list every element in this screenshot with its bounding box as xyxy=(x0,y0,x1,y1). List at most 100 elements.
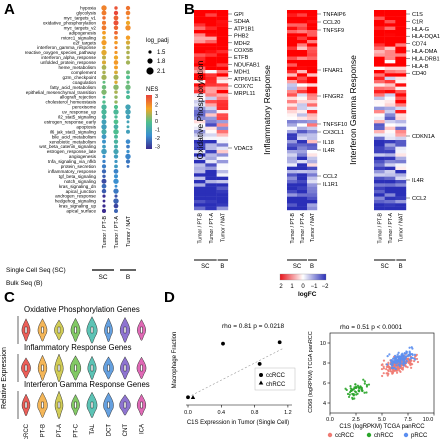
gene-label-vdac3: VDAC3 xyxy=(234,146,253,152)
heat-cell xyxy=(216,130,229,134)
heat-cell xyxy=(307,193,318,197)
heat-cell xyxy=(205,186,217,191)
d2-point-prcc xyxy=(389,359,392,362)
d2-y-tick-label-1: 6 xyxy=(323,381,326,387)
pathway-label-oxidative-phosphorylation: oxidative_phosphorylation xyxy=(43,20,97,25)
heat-cell xyxy=(374,13,385,17)
pathway-label-cholesterol-homeostasis: cholesterol_homeostasis xyxy=(45,100,96,105)
dot-complement-col1 xyxy=(114,70,118,75)
d2-legend-chrcc-marker xyxy=(366,432,372,438)
dot-mtorc1-signaling-col2 xyxy=(125,35,131,40)
heat-cell xyxy=(384,200,396,204)
gene-label-cox5b: COX5B xyxy=(234,48,253,54)
heat-cell xyxy=(205,110,217,114)
dot-interferon-alpha-response-col1 xyxy=(113,55,119,60)
d1-x-ticks: 0.0 0.4 0.8 1.2 xyxy=(184,405,292,416)
heat-cell xyxy=(307,150,318,154)
heat-cell xyxy=(384,53,396,57)
violin-box xyxy=(41,401,44,409)
heat-cell xyxy=(297,123,308,127)
heatmap-group-sc: SC xyxy=(380,264,389,270)
heat-cell xyxy=(395,123,407,127)
heat-cell xyxy=(307,83,318,87)
heat-cell xyxy=(205,50,217,54)
pathway-label-apical-surface: apical_surface xyxy=(66,209,96,214)
dot-apoptosis-col1 xyxy=(113,124,119,130)
heat-cell xyxy=(384,150,396,154)
heat-cell xyxy=(205,90,217,94)
d2-legend-chrcc: chRCC xyxy=(374,433,394,439)
heat-cell xyxy=(374,203,385,207)
gene-label-c1r: C1R xyxy=(412,19,423,25)
d1-x-tick-label-1: 0.4 xyxy=(217,410,225,416)
d2-point-ccrcc xyxy=(406,366,409,369)
dot-hypoxia-col2 xyxy=(125,5,131,11)
heat-cell xyxy=(384,156,396,161)
heat-cell xyxy=(307,43,318,47)
violin-box xyxy=(24,326,28,334)
dot-allograft-rejection-col1 xyxy=(114,95,118,99)
heat-cell xyxy=(287,96,298,101)
heat-cell xyxy=(216,146,229,151)
heat-cell xyxy=(297,90,308,94)
heat-cell xyxy=(216,63,229,67)
heat-cell xyxy=(287,43,298,47)
d2-point-ccrcc xyxy=(382,359,386,362)
heat-cell xyxy=(307,53,318,57)
pathway-label-myc-targets-v2: myc_targets_v2 xyxy=(64,25,97,30)
heat-cell xyxy=(194,126,206,131)
heat-cell xyxy=(297,156,308,161)
heat-cell xyxy=(374,200,385,204)
heat-cell xyxy=(194,120,206,124)
violin-box xyxy=(123,364,127,372)
d2-ticks: 0.0 2.5 5.0 7.5 10.0 4 6 8 10 xyxy=(320,341,435,423)
heat-cell xyxy=(216,50,229,54)
heat-cell xyxy=(297,190,308,194)
gene-label-il4r: IL4R xyxy=(323,148,335,154)
heat-cell xyxy=(287,76,298,81)
heatmap-col-label-tumor-pt-a: Tumor / PT-A xyxy=(388,212,394,243)
d2-point-ccrcc xyxy=(392,370,395,373)
logfc-title: logFC xyxy=(298,291,317,298)
heat-cell xyxy=(395,110,407,114)
d2-point-prcc xyxy=(408,351,411,354)
gene-label-il18: IL18 xyxy=(323,140,334,146)
dot-bile-acid-metabolism-col1 xyxy=(114,134,118,139)
heat-cell xyxy=(395,150,407,154)
panel-d-scatter-right: rho = 0.51 p < 0.0001 CD68 (logRPKM) TCG… xyxy=(308,324,435,439)
heat-cell xyxy=(287,73,298,77)
heat-cell xyxy=(297,30,308,34)
heatmap-group-b: B xyxy=(310,264,314,270)
heat-cell xyxy=(307,40,318,44)
heat-cell xyxy=(216,173,229,177)
heat-cell xyxy=(297,116,308,121)
dot-glycolysis-col2 xyxy=(125,10,131,16)
heat-cell xyxy=(297,196,308,201)
heat-cell xyxy=(205,93,217,97)
heat-cell xyxy=(395,66,407,71)
heat-cell xyxy=(216,30,229,34)
heat-cell xyxy=(307,20,318,24)
heat-cell xyxy=(374,30,385,34)
footer-single-cell: Single Cell Seq (SC) xyxy=(6,267,66,274)
dot-unfolded-protein-response-col0 xyxy=(101,60,107,65)
dot-myc-targets-v1-col0 xyxy=(102,16,106,20)
d2-point-prcc xyxy=(408,358,411,361)
heat-cell xyxy=(307,110,318,114)
heat-cell xyxy=(216,33,229,37)
heat-cell xyxy=(374,140,385,144)
d2-point-ccrcc xyxy=(387,369,390,372)
pathway-label-e2f-targets: e2f_targets xyxy=(73,40,97,45)
dot-unfolded-protein-response-col2 xyxy=(125,60,131,65)
violin-box xyxy=(140,326,143,334)
gene-label-cox7c: COX7C xyxy=(234,84,253,90)
size-legend-title: log_padj xyxy=(146,38,169,44)
d2-point-ccrcc xyxy=(388,366,391,369)
heat-cell xyxy=(205,190,217,194)
group-label-sc: SC xyxy=(98,274,107,281)
heat-cell xyxy=(287,120,298,124)
pathway-label-apical-junction: apical_junction xyxy=(66,189,97,194)
heat-cell xyxy=(384,123,396,127)
heat-cell xyxy=(307,206,318,211)
